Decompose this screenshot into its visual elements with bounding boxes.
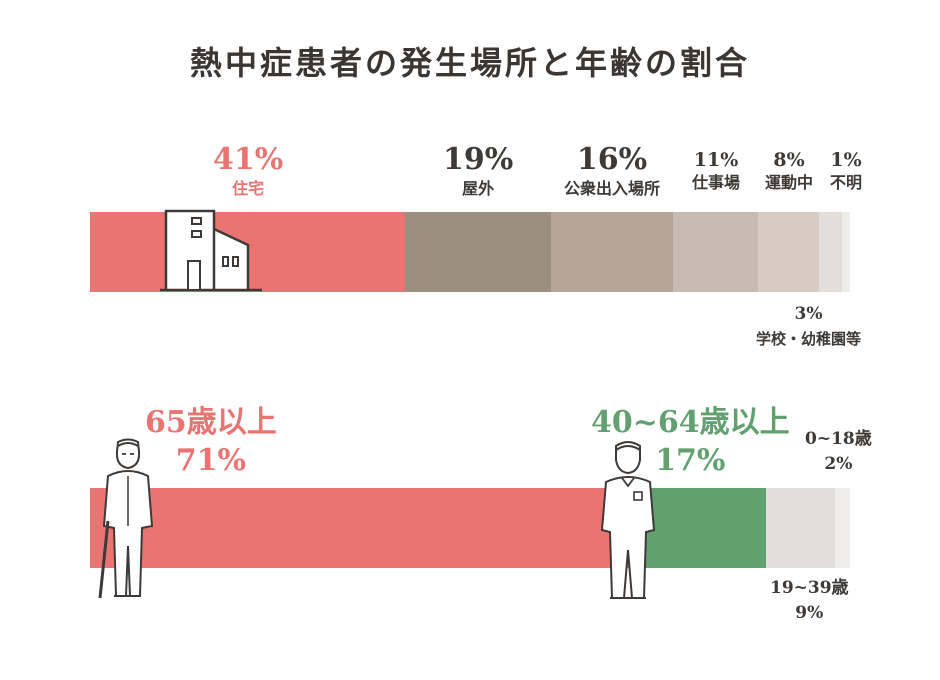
middle-aged-man-icon (600, 441, 656, 599)
age-3-percent: 2% (824, 453, 853, 474)
chart-title: 熱中症患者の発生場所と年齢の割合 (189, 44, 750, 82)
location-6-percent: 1% (830, 149, 862, 171)
bar-segment (842, 212, 850, 292)
location-1-category: 屋外 (462, 179, 495, 198)
bar-segment (835, 488, 850, 568)
location-4-percent: 8% (773, 149, 805, 171)
bar-segment (766, 488, 835, 568)
bar-segment (551, 212, 673, 292)
age-2-label: 19~39歳 9% (770, 576, 849, 625)
age-3-category: 0~18歳 (805, 429, 872, 449)
age-1-label: 40~64歳以上 17% (591, 404, 790, 479)
bar-segment (405, 212, 551, 292)
bar-segment (673, 212, 758, 292)
location-5-category: 学校・幼稚園等 (756, 329, 862, 348)
age-0-category: 65歳以上 (145, 405, 277, 440)
location-1-percent: 19% (443, 142, 514, 177)
age-3-label: 0~18歳 2% (805, 427, 872, 476)
house-icon (160, 209, 262, 292)
bar-segment (819, 212, 842, 292)
location-5-percent: 3% (794, 304, 823, 324)
elderly-person-icon (98, 438, 154, 599)
bar-segment (90, 488, 635, 568)
location-4-category: 運動中 (765, 172, 814, 192)
age-bar (90, 488, 850, 568)
location-6-label: 1% 不明 (830, 148, 862, 193)
location-2-label: 16% 公衆出入場所 (564, 140, 660, 200)
location-0-label: 41% 住宅 (213, 140, 283, 200)
location-5-label: 3% 学校・幼稚園等 (756, 302, 861, 350)
location-0-category: 住宅 (232, 179, 265, 198)
location-0-percent: 41% (213, 142, 284, 177)
age-0-label: 65歳以上 71% (145, 404, 277, 479)
location-bar (90, 212, 850, 292)
age-2-category: 19~39歳 (770, 578, 849, 598)
bar-segment (758, 212, 819, 292)
age-1-category: 40~64歳以上 (591, 405, 790, 440)
bar-segment (635, 488, 766, 568)
location-3-label: 11% 仕事場 (692, 148, 740, 193)
location-4-label: 8% 運動中 (765, 148, 813, 193)
age-2-percent: 9% (795, 602, 824, 623)
age-0-percent: 71% (175, 442, 246, 478)
age-1-percent: 17% (655, 442, 726, 478)
location-2-percent: 16% (576, 142, 648, 177)
location-3-percent: 11% (693, 149, 739, 171)
location-2-category: 公衆出入場所 (564, 179, 661, 198)
location-3-category: 仕事場 (692, 172, 741, 192)
location-6-category: 不明 (830, 172, 863, 192)
location-1-label: 19% 屋外 (443, 140, 513, 200)
